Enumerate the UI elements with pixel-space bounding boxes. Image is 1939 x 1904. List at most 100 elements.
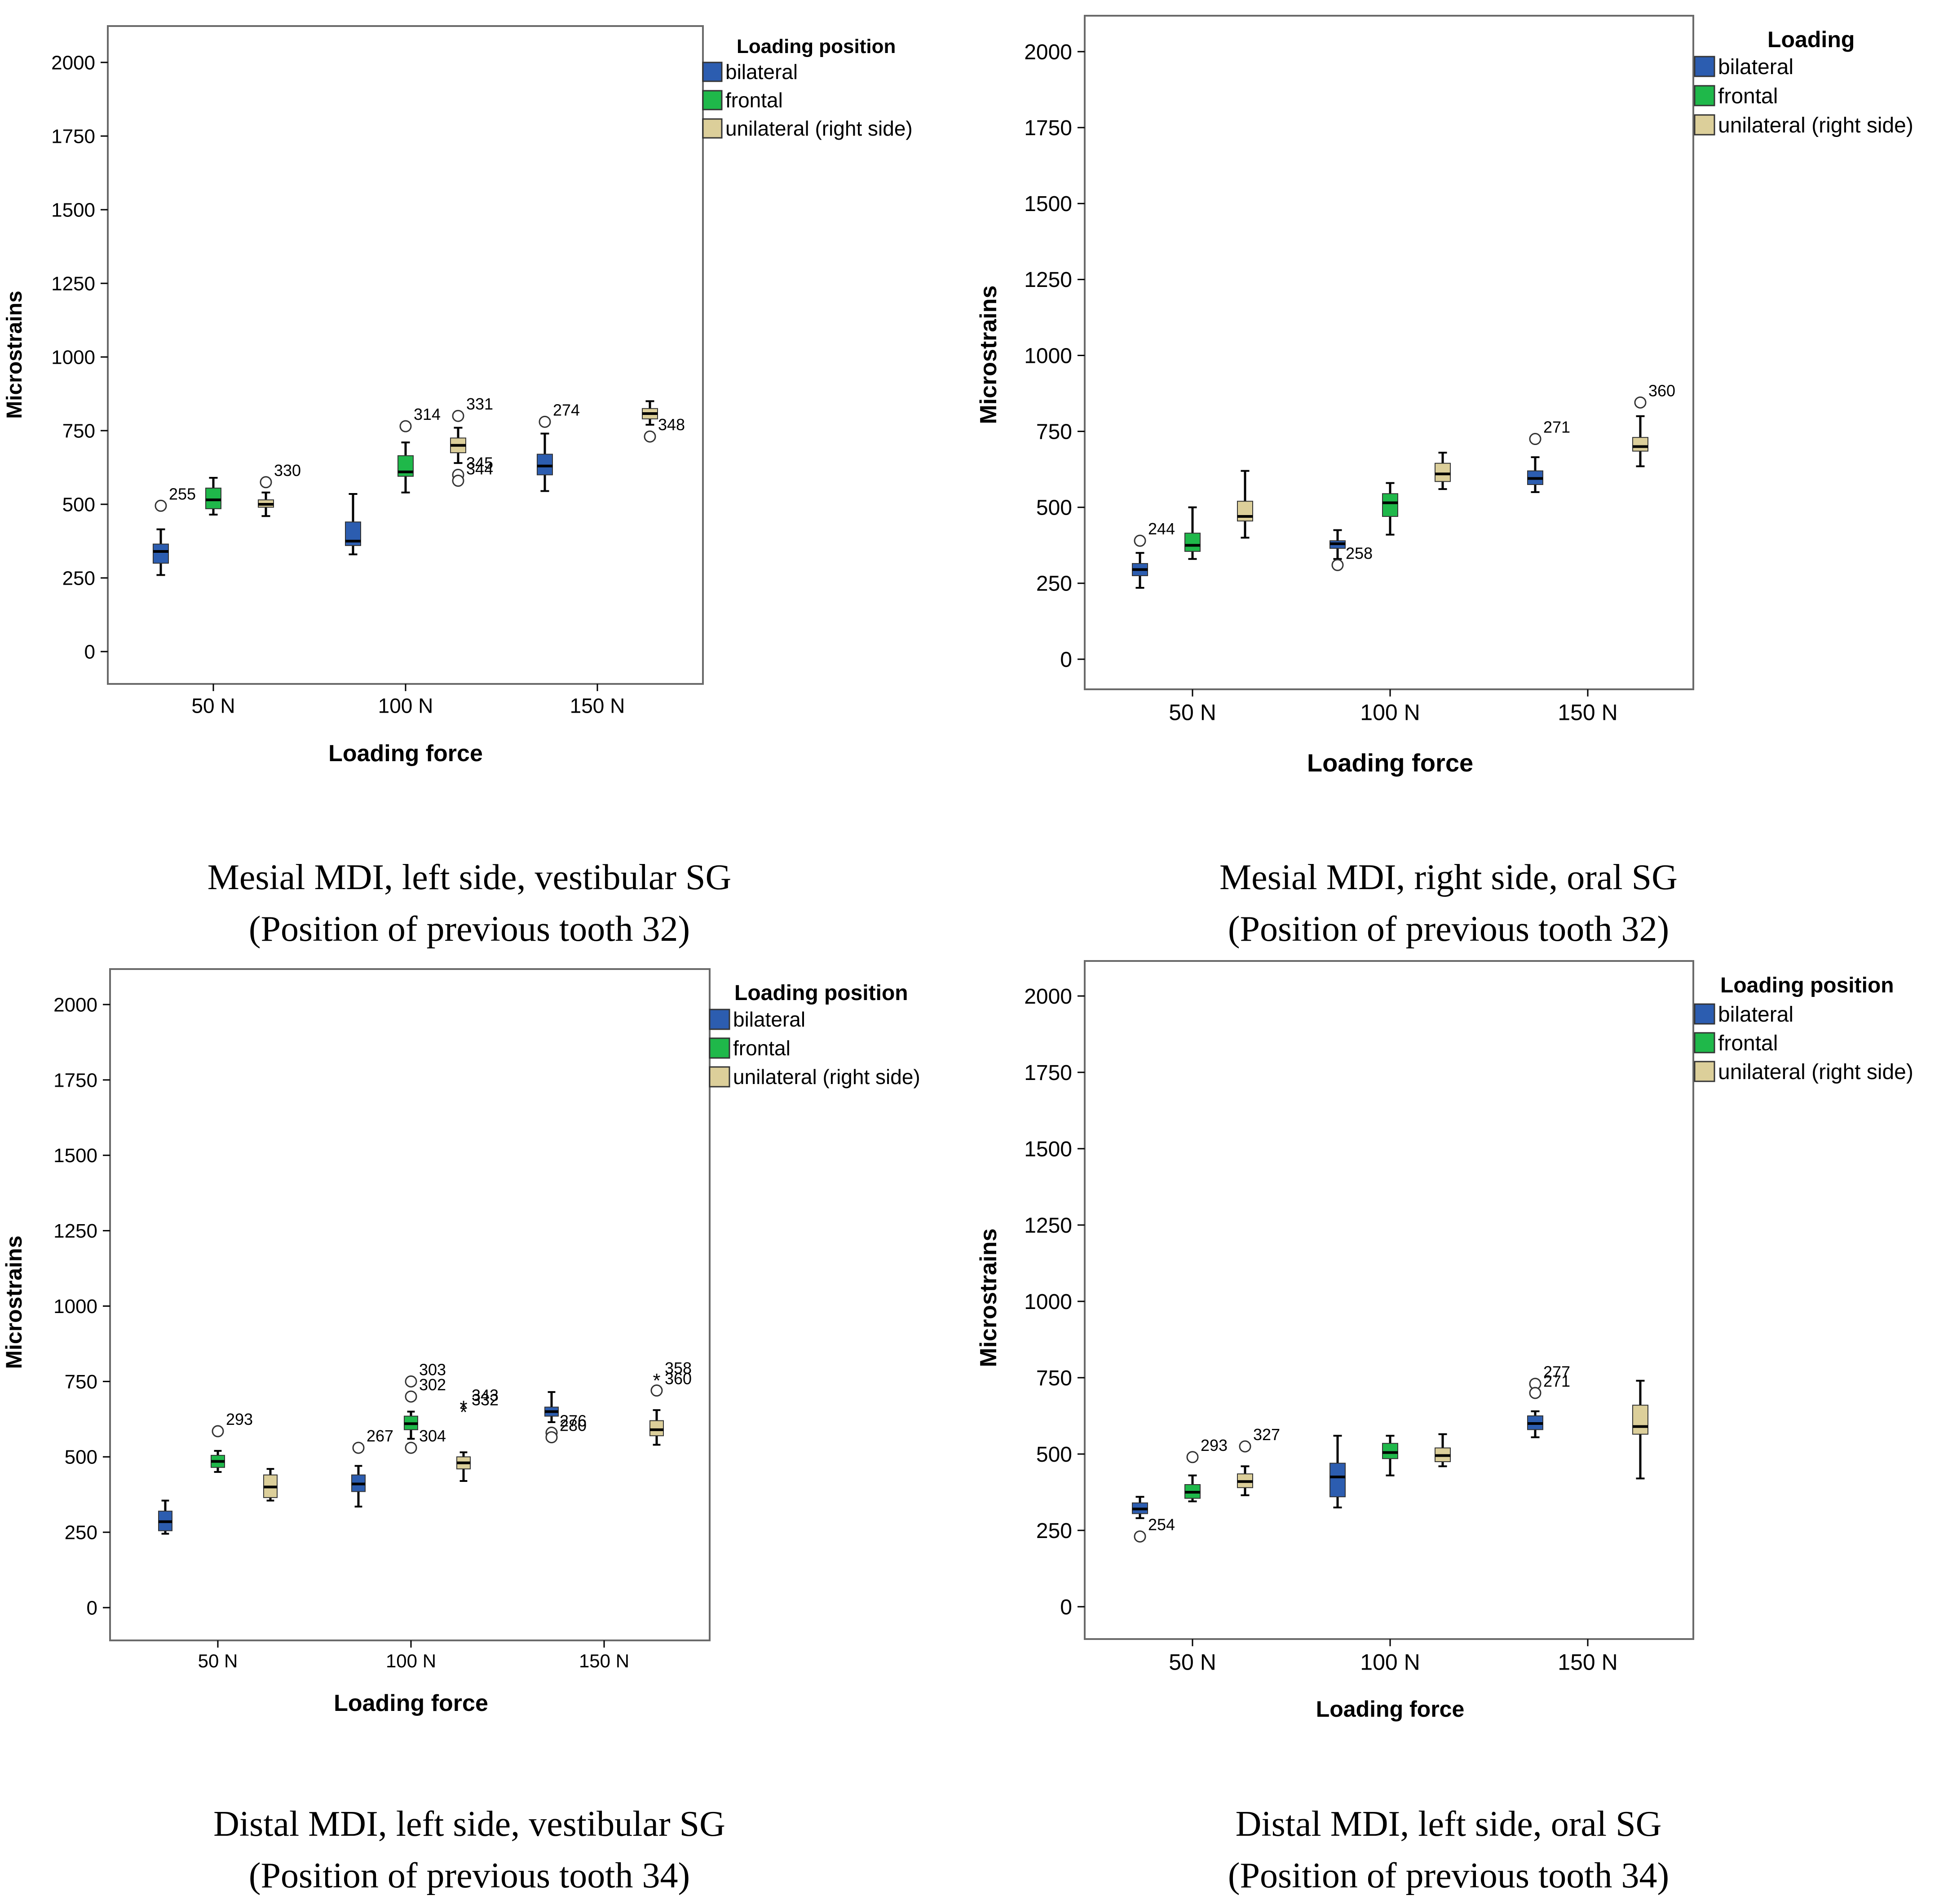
x-tick-label: 100 N [1360, 700, 1420, 725]
box-bilateral [537, 454, 553, 476]
outlier-circle [212, 1425, 224, 1437]
panel-top-left-plot: 0 250 500 750 1000 1250 1500 1750 2000 50 N 100 N 1… [51, 25, 913, 717]
box-frontal [1382, 1443, 1398, 1459]
outlier-label: 277 [1543, 1363, 1570, 1381]
outlier-circle [1134, 534, 1146, 547]
outlier-circle [399, 420, 412, 432]
y-tick-label: 1750 [1024, 116, 1072, 140]
legend-label: bilateral [725, 60, 798, 84]
outlier-label: 331 [466, 395, 493, 413]
y-tick-label: 1000 [51, 346, 95, 368]
panel-top-left-caption-line1: Mesial MDI, left side, vestibular SG [208, 858, 731, 897]
x-tick-label: 100 N [386, 1650, 436, 1671]
outlier-label: 360 [665, 1370, 692, 1388]
legend-label: unilateral (right side) [733, 1065, 920, 1089]
panel-top-left: Microstrains Loading force Loading posit… [3, 35, 896, 949]
panel-top-left-legend-title: Loading position [737, 35, 896, 57]
outlier-circle [452, 410, 464, 422]
outlier-circle [650, 1384, 663, 1397]
panel-bottom-right-caption-line1: Distal MDI, left side, oral SG [1236, 1804, 1662, 1844]
box-bilateral [1329, 1463, 1346, 1498]
plot-frame [1084, 15, 1694, 690]
outlier-label: 254 [1148, 1516, 1175, 1534]
panel-bottom-right-plot: 0 250 500 750 1000 1250 1500 1750 2000 50 N 100 N 1… [1024, 960, 1913, 1675]
panel-top-right-xlabel: Loading force [1307, 749, 1473, 777]
y-tick-label: 1250 [53, 1220, 97, 1242]
outlier-circle [405, 1375, 417, 1388]
x-tick-label: 150 N [1558, 700, 1617, 725]
legend-swatch [709, 1066, 730, 1088]
legend-swatch [1694, 56, 1715, 77]
outlier-label: 271 [1543, 418, 1570, 436]
outlier-circle [1186, 1451, 1199, 1463]
box-frontal [205, 487, 221, 509]
panel-top-right-caption-line2: (Position of previous tooth 32) [1228, 909, 1669, 949]
y-tick-label: 1750 [51, 125, 95, 147]
legend-swatch [709, 1009, 730, 1030]
outlier-label: 327 [1253, 1425, 1280, 1444]
legend-label: bilateral [733, 1008, 805, 1031]
panel-bottom-left-ylabel: Microstrains [1, 1235, 27, 1369]
y-tick-label: 500 [1036, 1443, 1072, 1467]
outlier-circle [539, 415, 551, 428]
outlier-circle [1529, 1387, 1541, 1399]
box-unilateral [649, 1420, 664, 1437]
x-tick-label: 150 N [570, 694, 625, 717]
x-tick-label: 100 N [378, 694, 433, 717]
y-tick-label: 750 [1036, 1366, 1072, 1390]
y-tick-label: 1750 [53, 1069, 97, 1091]
outlier-circle [452, 475, 464, 487]
outlier-circle [260, 476, 272, 489]
x-tick-label: 50 N [191, 694, 235, 717]
box-unilateral [1632, 1405, 1648, 1435]
box-unilateral [1435, 463, 1451, 482]
x-tick-label: 150 N [579, 1650, 629, 1671]
outlier-label: 244 [1148, 520, 1175, 538]
y-tick-label: 0 [1060, 648, 1072, 672]
y-tick-label: 2000 [1024, 40, 1072, 64]
outlier-circle [405, 1390, 417, 1403]
y-tick-label: 1500 [1024, 192, 1072, 216]
y-tick-label: 750 [62, 420, 95, 442]
outlier-label: 344 [466, 460, 493, 478]
box-unilateral [1237, 501, 1253, 522]
y-tick-label: 250 [62, 567, 95, 589]
legend-swatch [1694, 1061, 1715, 1082]
x-tick-label: 50 N [1169, 700, 1216, 725]
outlier-label: 258 [1346, 544, 1373, 562]
y-tick-label: 1000 [53, 1296, 97, 1318]
legend-label: frontal [725, 88, 783, 112]
chart-marks: 0 250 500 750 1000 1250 1500 1750 2000 50 N 100 N 1… [51, 15, 1913, 1675]
outlier-label: 304 [419, 1427, 446, 1445]
legend-swatch [1694, 1003, 1715, 1025]
outlier-circle [1239, 1440, 1251, 1453]
panel-top-right-ylabel: Microstrains [976, 285, 1002, 424]
outlier-label: 348 [658, 415, 685, 434]
outlier-label: 293 [226, 1410, 253, 1428]
legend-swatch [1694, 114, 1715, 136]
y-tick-label: 250 [1036, 572, 1072, 596]
outlier-circle [405, 1441, 417, 1454]
panel-top-left-ylabel: Microstrains [3, 291, 27, 419]
outlier-circle [352, 1441, 365, 1454]
outlier-circle [545, 1431, 558, 1444]
panel-bottom-left-plot: 0 250 500 750 1000 1250 1500 1750 2000 50 N 100 N 1… [53, 968, 920, 1671]
legend-swatch [1694, 85, 1715, 106]
panel-bottom-left-legend-title: Loading position [734, 981, 908, 1005]
y-tick-label: 500 [62, 494, 95, 516]
outlier-circle [644, 430, 656, 443]
y-tick-label: 1250 [51, 273, 95, 295]
y-tick-label: 1500 [51, 199, 95, 221]
panel-top-right-caption-line1: Mesial MDI, right side, oral SG [1219, 858, 1678, 897]
y-tick-label: 250 [65, 1522, 97, 1544]
panel-bottom-left: Microstrains Loading force Loading posit… [1, 981, 908, 1895]
y-tick-label: 2000 [51, 52, 95, 74]
outlier-circle [1331, 559, 1344, 571]
legend-swatch [702, 118, 723, 139]
y-tick-label: 1250 [1024, 268, 1072, 292]
panel-top-left-caption-line2: (Position of previous tooth 32) [249, 909, 690, 949]
legend-swatch [709, 1037, 730, 1059]
y-tick-label: 1000 [1024, 344, 1072, 368]
outlier-label: 332 [472, 1391, 499, 1409]
